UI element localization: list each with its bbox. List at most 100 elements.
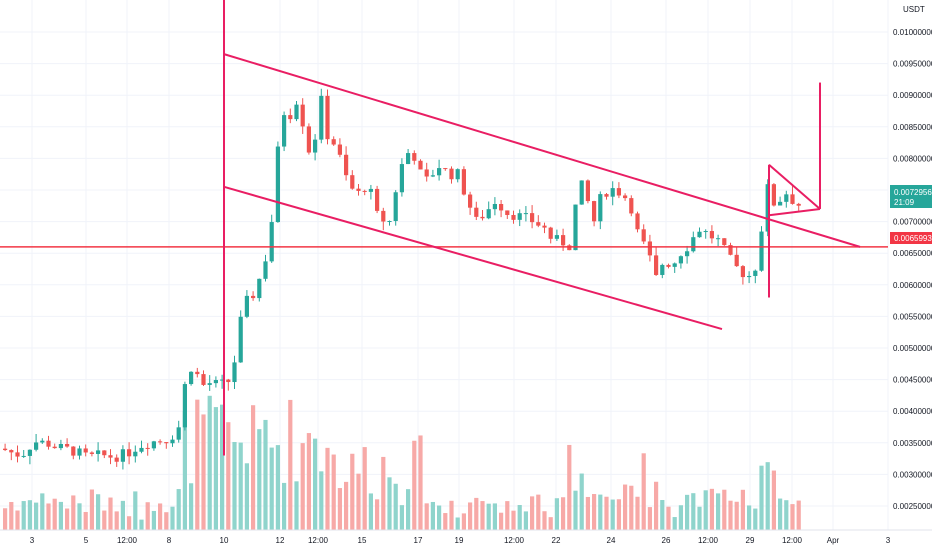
candle-body[interactable] xyxy=(430,175,435,177)
candle-body[interactable] xyxy=(585,180,590,202)
candle-body[interactable] xyxy=(182,384,187,428)
candle-body[interactable] xyxy=(77,448,82,456)
candle-body[interactable] xyxy=(660,264,665,275)
candle-body[interactable] xyxy=(492,204,497,210)
candle-body[interactable] xyxy=(393,192,398,222)
candle-body[interactable] xyxy=(740,266,745,278)
candle-body[interactable] xyxy=(616,188,621,196)
candle-body[interactable] xyxy=(170,439,175,444)
candle-body[interactable] xyxy=(158,441,163,443)
candle-body[interactable] xyxy=(579,180,584,205)
candle-body[interactable] xyxy=(784,194,789,202)
candle-body[interactable] xyxy=(65,444,70,447)
candle-body[interactable] xyxy=(449,168,454,180)
candle-body[interactable] xyxy=(381,210,386,222)
candle-body[interactable] xyxy=(145,447,150,449)
candle-body[interactable] xyxy=(337,144,342,155)
candle-body[interactable] xyxy=(226,379,231,383)
candle-body[interactable] xyxy=(114,457,119,462)
candle-body[interactable] xyxy=(108,455,113,458)
candle-body[interactable] xyxy=(771,184,776,206)
candle-body[interactable] xyxy=(592,201,597,222)
candle-body[interactable] xyxy=(437,168,442,176)
candle-body[interactable] xyxy=(34,442,39,450)
candle-body[interactable] xyxy=(89,452,94,454)
candle-body[interactable] xyxy=(647,241,652,256)
candle-body[interactable] xyxy=(375,188,380,211)
candle-body[interactable] xyxy=(269,222,274,262)
candle-body[interactable] xyxy=(678,256,683,264)
candle-body[interactable] xyxy=(350,175,355,189)
candle-body[interactable] xyxy=(368,188,373,192)
candle-body[interactable] xyxy=(691,237,696,252)
channel-upper-line[interactable] xyxy=(223,53,861,248)
candle-body[interactable] xyxy=(313,139,318,153)
candle-body[interactable] xyxy=(102,450,107,456)
candle-body[interactable] xyxy=(282,115,287,147)
candle-body[interactable] xyxy=(176,427,181,440)
candle-body[interactable] xyxy=(685,251,690,257)
candle-body[interactable] xyxy=(257,278,262,299)
candle-body[interactable] xyxy=(412,153,417,161)
candle-body[interactable] xyxy=(747,275,752,278)
candle-body[interactable] xyxy=(517,213,522,220)
candle-body[interactable] xyxy=(356,188,361,191)
candle-body[interactable] xyxy=(58,444,63,449)
candlesticks[interactable] xyxy=(3,88,801,470)
candle-body[interactable] xyxy=(406,153,411,165)
candle-body[interactable] xyxy=(344,154,349,176)
candle-body[interactable] xyxy=(164,442,169,444)
candle-body[interactable] xyxy=(251,295,256,299)
candle-body[interactable] xyxy=(561,235,566,246)
candle-body[interactable] xyxy=(300,104,305,127)
candle-body[interactable] xyxy=(765,184,770,232)
candle-body[interactable] xyxy=(778,201,783,206)
candle-body[interactable] xyxy=(133,451,138,457)
candle-body[interactable] xyxy=(362,190,367,192)
candle-body[interactable] xyxy=(189,371,194,385)
candle-body[interactable] xyxy=(244,295,249,317)
candle-body[interactable] xyxy=(641,229,646,242)
candle-body[interactable] xyxy=(15,452,20,457)
candle-body[interactable] xyxy=(728,245,733,255)
candle-body[interactable] xyxy=(418,160,423,170)
candle-body[interactable] xyxy=(703,231,708,233)
candle-body[interactable] xyxy=(52,446,57,449)
candle-body[interactable] xyxy=(306,126,311,153)
candle-body[interactable] xyxy=(654,255,659,275)
candle-body[interactable] xyxy=(40,440,45,443)
candle-body[interactable] xyxy=(195,371,200,375)
candle-body[interactable] xyxy=(213,380,218,384)
candle-body[interactable] xyxy=(46,440,51,447)
time-axis[interactable]: 3 5 12:00 8 10 12 12:00 15 17 19 12:00 22 24 26 12:00 2… xyxy=(0,529,932,545)
candle-body[interactable] xyxy=(468,194,473,208)
candle-body[interactable] xyxy=(263,261,268,279)
candle-body[interactable] xyxy=(523,213,528,215)
candle-body[interactable] xyxy=(294,104,299,120)
candle-body[interactable] xyxy=(9,450,14,453)
candle-body[interactable] xyxy=(542,225,547,228)
candle-body[interactable] xyxy=(548,227,553,239)
candle-body[interactable] xyxy=(697,231,702,238)
candle-body[interactable] xyxy=(232,362,237,383)
candle-body[interactable] xyxy=(635,213,640,230)
candle-body[interactable] xyxy=(604,194,609,197)
candle-body[interactable] xyxy=(207,383,212,385)
candle-body[interactable] xyxy=(83,448,88,453)
candle-body[interactable] xyxy=(325,95,330,140)
candle-body[interactable] xyxy=(759,231,764,271)
candle-body[interactable] xyxy=(536,222,541,226)
channel-lower-line[interactable] xyxy=(223,185,723,331)
candle-body[interactable] xyxy=(716,238,721,240)
candle-body[interactable] xyxy=(722,238,727,246)
candle-body[interactable] xyxy=(629,198,634,214)
candle-body[interactable] xyxy=(486,209,491,219)
candle-body[interactable] xyxy=(554,235,559,239)
candle-body[interactable] xyxy=(610,188,615,197)
candle-body[interactable] xyxy=(424,169,429,177)
candle-body[interactable] xyxy=(238,316,243,363)
candle-body[interactable] xyxy=(3,448,8,451)
candle-body[interactable] xyxy=(499,204,504,211)
candle-body[interactable] xyxy=(598,194,603,222)
